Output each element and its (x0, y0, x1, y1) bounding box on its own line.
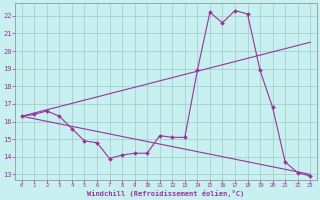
X-axis label: Windchill (Refroidissement éolien,°C): Windchill (Refroidissement éolien,°C) (87, 190, 244, 197)
